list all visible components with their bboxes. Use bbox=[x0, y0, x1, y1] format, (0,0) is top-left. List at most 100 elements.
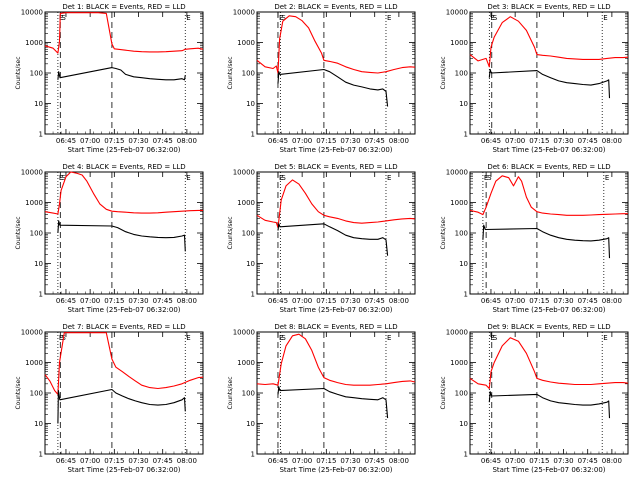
panel-title: Det 4: BLACK = Events, RED = LLD bbox=[62, 163, 185, 171]
y-tick-label: 10000 bbox=[233, 169, 255, 177]
marker-label: E bbox=[59, 14, 63, 22]
events-series-line bbox=[57, 388, 186, 424]
x-axis-label: Start Time (25-Feb-07 06:32:00) bbox=[67, 306, 180, 314]
y-axis-label: Counts/sec bbox=[15, 216, 22, 249]
x-tick-label: 07:15 bbox=[316, 137, 336, 145]
panel-title: Det 7: BLACK = Events, RED = LLD bbox=[62, 323, 185, 331]
lld-series-line bbox=[469, 175, 628, 216]
y-tick-label: 100 bbox=[30, 70, 43, 78]
marker-label: S bbox=[487, 174, 492, 182]
x-tick-label: 08:00 bbox=[389, 297, 409, 305]
marker-label: E bbox=[605, 174, 609, 182]
y-tick-label: 1000 bbox=[25, 359, 43, 367]
x-tick-label: 08:00 bbox=[389, 137, 409, 145]
x-tick-label: 07:30 bbox=[553, 457, 573, 465]
x-tick-label: 07:00 bbox=[292, 297, 312, 305]
x-tick-label: 07:00 bbox=[292, 457, 312, 465]
y-tick-label: 10 bbox=[34, 100, 43, 108]
plot-frame bbox=[469, 331, 629, 455]
lld-series-line bbox=[469, 337, 629, 390]
x-tick-label: 08:00 bbox=[602, 137, 622, 145]
y-axis-label: Counts/sec bbox=[227, 216, 234, 249]
x-tick-label: 08:00 bbox=[389, 457, 409, 465]
panel-title: Det 9: BLACK = Events, RED = LLD bbox=[487, 323, 610, 331]
x-axis-label: Start Time (25-Feb-07 06:32:00) bbox=[279, 146, 392, 154]
x-tick-label: 07:00 bbox=[505, 137, 525, 145]
marker-label: E bbox=[603, 334, 607, 342]
x-tick-label: 06:45 bbox=[268, 137, 288, 145]
marker-label: E bbox=[279, 174, 283, 182]
panel-title: Det 3: BLACK = Events, RED = LLD bbox=[487, 3, 610, 11]
y-tick-label: 1 bbox=[39, 291, 43, 299]
x-tick-label: 07:30 bbox=[340, 297, 360, 305]
y-tick-label: 10000 bbox=[233, 9, 255, 17]
x-axis-label: Start Time (25-Feb-07 06:32:00) bbox=[492, 306, 605, 314]
lld-series-line bbox=[44, 171, 203, 215]
y-tick-label: 10000 bbox=[21, 169, 43, 177]
marker-label: S bbox=[61, 174, 66, 182]
detector-panel-7: Det 7: BLACK = Events, RED = LLD 1 10 100 10… bbox=[15, 323, 204, 474]
x-tick-label: 07:00 bbox=[80, 297, 100, 305]
y-tick-label: 1 bbox=[39, 131, 43, 139]
y-tick-label: 100 bbox=[30, 390, 43, 398]
marker-label: E bbox=[59, 174, 63, 182]
marker-label: E bbox=[186, 334, 190, 342]
y-tick-label: 1000 bbox=[237, 39, 255, 47]
x-tick-label: 07:00 bbox=[80, 457, 100, 465]
x-axis-label: Start Time (25-Feb-07 06:32:00) bbox=[67, 466, 180, 474]
detector-panel-3: Det 3: BLACK = Events, RED = LLD 1 10 100 10… bbox=[440, 3, 629, 154]
x-tick-label: 07:45 bbox=[578, 297, 598, 305]
y-tick-label: 10 bbox=[34, 260, 43, 268]
y-tick-label: 1 bbox=[39, 451, 43, 459]
marker-label: E bbox=[59, 334, 63, 342]
plot-frame bbox=[44, 331, 204, 455]
y-tick-label: 1 bbox=[251, 291, 255, 299]
x-tick-label: 07:45 bbox=[365, 297, 385, 305]
y-tick-label: 100 bbox=[242, 70, 255, 78]
marker-label: E bbox=[387, 174, 391, 182]
y-axis-label: Counts/sec bbox=[440, 56, 447, 89]
x-tick-label: 07:00 bbox=[505, 297, 525, 305]
y-tick-label: 10 bbox=[246, 100, 255, 108]
x-axis-label: Start Time (25-Feb-07 06:32:00) bbox=[279, 306, 392, 314]
y-tick-label: 100 bbox=[455, 70, 468, 78]
x-tick-label: 07:30 bbox=[128, 137, 148, 145]
x-axis-label: Start Time (25-Feb-07 06:32:00) bbox=[492, 466, 605, 474]
x-tick-label: 07:15 bbox=[316, 457, 336, 465]
x-tick-label: 07:45 bbox=[153, 297, 173, 305]
marker-label: E bbox=[387, 14, 391, 22]
lld-series-line bbox=[44, 12, 204, 54]
events-series-line bbox=[482, 224, 611, 259]
marker-label: E bbox=[186, 14, 190, 22]
x-tick-label: 07:15 bbox=[529, 137, 549, 145]
y-tick-label: 1000 bbox=[237, 199, 255, 207]
events-series-line bbox=[488, 68, 611, 99]
lld-series-line bbox=[469, 16, 629, 68]
x-tick-label: 06:45 bbox=[481, 297, 501, 305]
y-axis-label: Counts/sec bbox=[440, 216, 447, 249]
plot-frame bbox=[469, 171, 629, 295]
panel-title: Det 8: BLACK = Events, RED = LLD bbox=[274, 323, 397, 331]
marker-label: E bbox=[603, 14, 607, 22]
events-series-line bbox=[277, 223, 389, 256]
y-tick-label: 10000 bbox=[233, 329, 255, 337]
y-tick-label: 100 bbox=[455, 230, 468, 238]
y-tick-label: 1000 bbox=[25, 199, 43, 207]
detector-panel-5: Det 5: BLACK = Events, RED = LLD 1 10 100 10… bbox=[227, 163, 416, 314]
x-tick-label: 06:45 bbox=[268, 457, 288, 465]
panel-title: Det 1: BLACK = Events, RED = LLD bbox=[62, 3, 185, 11]
marker-label: E bbox=[490, 14, 494, 22]
plot-frame bbox=[44, 171, 204, 295]
x-tick-label: 07:45 bbox=[578, 137, 598, 145]
x-tick-label: 07:30 bbox=[128, 297, 148, 305]
x-tick-label: 07:15 bbox=[104, 297, 124, 305]
events-series-line bbox=[488, 391, 611, 419]
detector-panel-6: Det 6: BLACK = Events, RED = LLD 1 10 100 10… bbox=[440, 163, 629, 314]
x-tick-label: 07:45 bbox=[365, 457, 385, 465]
y-tick-label: 100 bbox=[242, 230, 255, 238]
x-tick-label: 07:45 bbox=[365, 137, 385, 145]
x-tick-label: 08:00 bbox=[177, 457, 197, 465]
x-tick-label: 07:30 bbox=[128, 457, 148, 465]
marker-label: E bbox=[279, 14, 283, 22]
lld-series-line bbox=[256, 15, 416, 74]
